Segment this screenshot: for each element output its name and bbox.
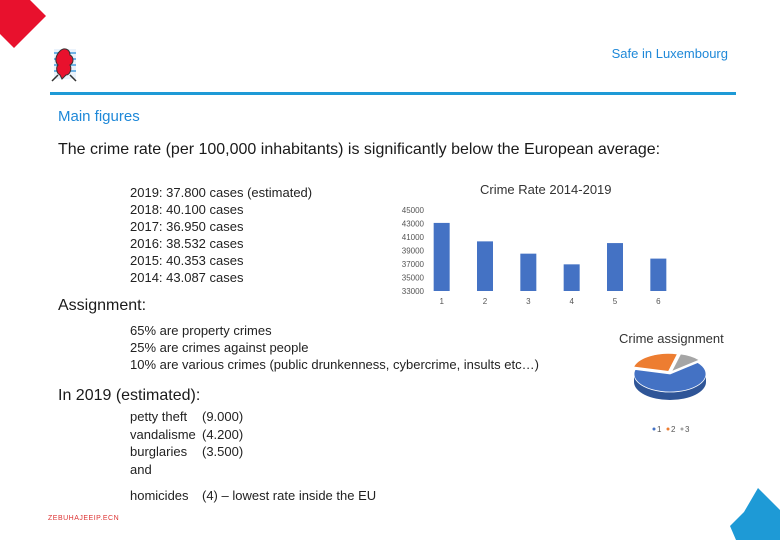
luxembourg-lion-logo: [51, 48, 77, 82]
footer-text: ZEBUHAJEEIP.ECN: [48, 515, 120, 522]
estimated-row: burglaries (3.500): [130, 444, 244, 459]
pie-depth: [634, 374, 706, 400]
legend-marker: [680, 427, 684, 431]
bar-chart-title: Crime Rate 2014-2019: [480, 182, 612, 197]
legend-marker: [652, 427, 656, 431]
bar: [607, 243, 623, 291]
legend-label: 1: [657, 425, 662, 434]
y-tick-label: 45000: [402, 206, 425, 215]
assignment-item: 10% are various crimes (public drunkenne…: [130, 357, 539, 372]
pie-slice: [633, 362, 707, 393]
x-tick-label: 4: [569, 297, 574, 306]
header-title: Safe in Luxembourg: [611, 46, 728, 61]
bar: [520, 253, 537, 291]
pie-chart-title: Crime assignment: [619, 331, 724, 346]
intro-text: The crime rate (per 100,000 inhabitants)…: [58, 141, 661, 158]
pie-slice: [632, 353, 679, 372]
estimated-list: petty theft (9.000) vandalisme (4.200) bur…: [130, 408, 376, 505]
stat-2015: 2015: 40.353 cases: [130, 253, 244, 268]
stat-2014: 2014: 43.087 cases: [130, 270, 244, 285]
legend-marker: [666, 427, 670, 431]
section-title: Main figures: [58, 108, 140, 125]
estimated-heading: In 2019 (estimated):: [58, 387, 201, 404]
bar: [477, 241, 493, 291]
stat-2017: 2017: 36.950 cases: [130, 219, 244, 234]
x-tick-label: 3: [526, 297, 531, 306]
assignment-item: 65% are property crimes: [130, 323, 272, 338]
assignment-list: 65% are property crimes 25% are crimes a…: [130, 322, 539, 373]
estimated-row: vandalisme (4.200): [130, 426, 244, 442]
y-tick-label: 39000: [402, 247, 425, 256]
bar: [433, 222, 450, 291]
assignment-heading: Assignment:: [58, 297, 147, 314]
x-tick-label: 1: [439, 297, 444, 306]
estimated-row: petty theft (9.000): [130, 409, 244, 424]
bar: [650, 258, 667, 291]
estimated-row: and: [130, 461, 152, 477]
y-tick-label: 37000: [402, 260, 425, 269]
legend-label: 3: [685, 425, 690, 434]
x-tick-label: 6: [656, 297, 661, 306]
assignment-item: 25% are crimes against people: [130, 340, 309, 355]
x-tick-label: 5: [613, 297, 618, 306]
pie-slice: [670, 353, 701, 373]
corner-decoration-top: [0, 0, 46, 48]
corner-decoration-bottom: [730, 488, 780, 540]
y-tick-label: 35000: [402, 274, 425, 283]
crime-stats-list: 2019: 37.800 cases (estimated) 2018: 40.…: [130, 184, 312, 286]
stat-2018: 2018: 40.100 cases: [130, 202, 244, 217]
y-tick-label: 41000: [402, 233, 425, 242]
bar-chart: 33000 35000 37000 39000 41000 43000 45000 1 2 3 4 5…: [402, 206, 667, 306]
header-divider: [50, 92, 736, 95]
y-tick-label: 33000: [402, 287, 425, 296]
bar: [563, 264, 580, 291]
legend-label: 2: [671, 425, 676, 434]
x-tick-label: 2: [483, 297, 488, 306]
stat-2016: 2016: 38.532 cases: [130, 236, 244, 251]
y-tick-label: 43000: [402, 220, 425, 229]
estimated-row: homicides (4) – lowest rate inside the EU: [130, 488, 377, 503]
stat-2019: 2019: 37.800 cases (estimated): [130, 185, 313, 200]
